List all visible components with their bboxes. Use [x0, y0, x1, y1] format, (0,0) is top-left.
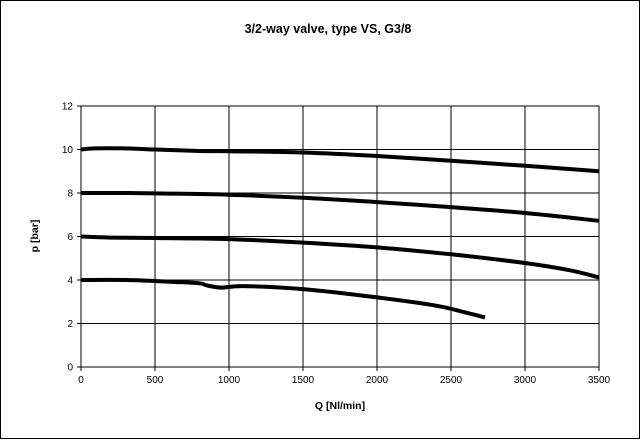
x-tick-label: 1000: [218, 375, 241, 386]
x-tick-label: 2000: [366, 375, 389, 386]
series-group: [80, 146, 600, 320]
x-tick-label: 3500: [588, 375, 611, 386]
chart-title: 3/2-way valve, type VS, G3/8: [245, 22, 412, 36]
y-tick-label: 2: [67, 319, 73, 330]
y-tick-label: 0: [67, 363, 73, 374]
y-tick-label: 6: [67, 232, 73, 243]
y-tick-label: 4: [67, 276, 73, 287]
y-tick-label: 8: [67, 189, 73, 200]
y-tick-label: 10: [62, 145, 74, 156]
series-line-1: [80, 146, 600, 174]
y-axis-label: p [bar]: [29, 220, 41, 253]
x-tick-label: 3000: [514, 375, 537, 386]
series-line-4: [80, 277, 486, 320]
ticks: 0 500 1000 1500 2000 2500 3000 3500 0 2 4 6 8 10 12: [62, 102, 611, 387]
x-tick-label: 1500: [292, 375, 315, 386]
y-tick-label: 12: [62, 102, 74, 113]
x-tick-label: 500: [147, 375, 164, 386]
x-tick-label: 0: [78, 375, 84, 386]
series-line-2: [80, 190, 600, 223]
series-line-3: [80, 234, 600, 280]
x-axis-label: Q [Nl/min]: [315, 400, 365, 412]
x-tick-label: 2500: [440, 375, 463, 386]
